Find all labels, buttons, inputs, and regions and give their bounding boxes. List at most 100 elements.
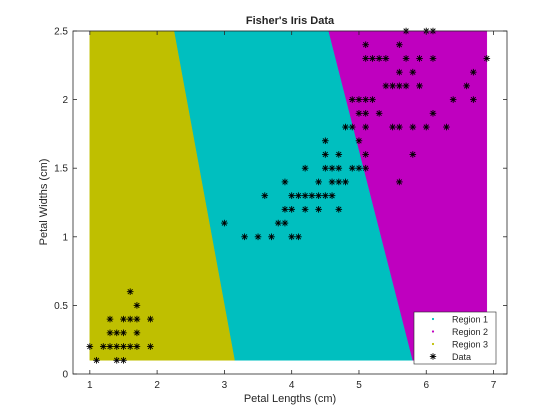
data-point [396, 178, 403, 186]
y-tick-label: 2 [62, 95, 68, 106]
data-point [409, 68, 417, 76]
data-point [315, 192, 322, 199]
data-point [301, 164, 309, 172]
data-point [322, 151, 329, 158]
data-point [147, 315, 154, 323]
data-point [322, 192, 329, 199]
data-point [348, 123, 356, 131]
data-point [261, 192, 269, 199]
data-point [126, 343, 134, 350]
x-tick-label: 6 [423, 380, 429, 391]
legend-item: Region 3 [431, 340, 488, 350]
data-point [470, 96, 477, 103]
data-point [301, 192, 309, 199]
data-point [362, 164, 369, 172]
data-point [362, 55, 369, 62]
data-point [254, 233, 262, 241]
data-point [281, 178, 289, 186]
data-point [113, 343, 121, 350]
data-point [322, 164, 329, 172]
data-point [322, 137, 329, 145]
data-point [99, 343, 107, 350]
data-point [409, 151, 417, 158]
data-point [355, 164, 363, 172]
legend-item: Region 2 [431, 327, 488, 337]
data-point [288, 192, 295, 199]
x-tick-label: 1 [87, 380, 93, 391]
legend-item: Region 1 [431, 315, 488, 325]
data-point [342, 178, 349, 186]
data-point [389, 82, 396, 90]
y-tick-label: 1.5 [54, 164, 68, 175]
data-point [348, 164, 356, 172]
legend-marker [431, 330, 435, 333]
data-point [429, 55, 437, 62]
data-points [86, 27, 491, 364]
legend-box [413, 311, 497, 365]
x-tick-label: 7 [491, 380, 497, 391]
data-point [126, 315, 134, 323]
data-point [335, 206, 343, 213]
data-point [133, 315, 141, 323]
data-point [402, 82, 410, 90]
data-point [120, 329, 127, 337]
legend-item: Data [429, 352, 471, 362]
data-point [315, 178, 322, 186]
data-point [133, 343, 141, 350]
x-tick-label: 3 [222, 380, 228, 391]
data-point [449, 96, 457, 103]
data-point [409, 123, 417, 131]
data-point [120, 343, 127, 350]
data-point [375, 110, 383, 117]
legend-marker [429, 353, 437, 360]
data-point [335, 178, 343, 186]
data-point [328, 164, 336, 172]
data-point [113, 356, 121, 364]
data-point [315, 206, 322, 213]
data-point [281, 206, 289, 213]
data-point [362, 110, 369, 117]
data-point [389, 123, 396, 131]
data-point [396, 41, 403, 49]
x-axis-label: Petal Lengths (cm) [244, 393, 336, 405]
data-point [362, 123, 369, 131]
data-point [106, 329, 114, 337]
y-axis-label: Petal Widths (cm) [38, 159, 50, 246]
data-point [335, 151, 343, 158]
y-tick-label: 2.5 [54, 27, 68, 38]
data-point [301, 206, 309, 213]
legend-marker [431, 342, 435, 346]
data-point [375, 55, 383, 62]
data-point [470, 68, 477, 76]
data-point [335, 164, 343, 172]
data-point [396, 82, 403, 90]
data-point [443, 123, 450, 131]
x-tick-label: 2 [154, 380, 160, 391]
legend-label: Region 2 [452, 327, 488, 337]
data-point [362, 96, 369, 103]
data-point [416, 55, 423, 62]
data-point [483, 55, 491, 62]
data-point [106, 315, 114, 323]
data-point [274, 219, 282, 227]
data-point [308, 192, 316, 199]
x-tick-label: 4 [289, 380, 295, 391]
data-point [120, 315, 127, 323]
data-point [396, 123, 403, 131]
decision-regions [89, 30, 488, 361]
data-point [281, 219, 289, 227]
data-point [133, 329, 141, 337]
data-point [295, 192, 302, 199]
legend-marker [431, 317, 435, 321]
data-point [422, 123, 430, 131]
data-point [328, 178, 336, 186]
y-tick-label: 0 [62, 370, 68, 381]
data-point [355, 137, 363, 145]
data-point [429, 110, 437, 117]
data-point [402, 55, 410, 62]
chart-title: Fisher's Iris Data [246, 15, 335, 27]
data-point [288, 233, 295, 241]
data-point [396, 68, 403, 76]
y-tick-label: 1 [62, 232, 68, 243]
data-point [120, 356, 127, 364]
